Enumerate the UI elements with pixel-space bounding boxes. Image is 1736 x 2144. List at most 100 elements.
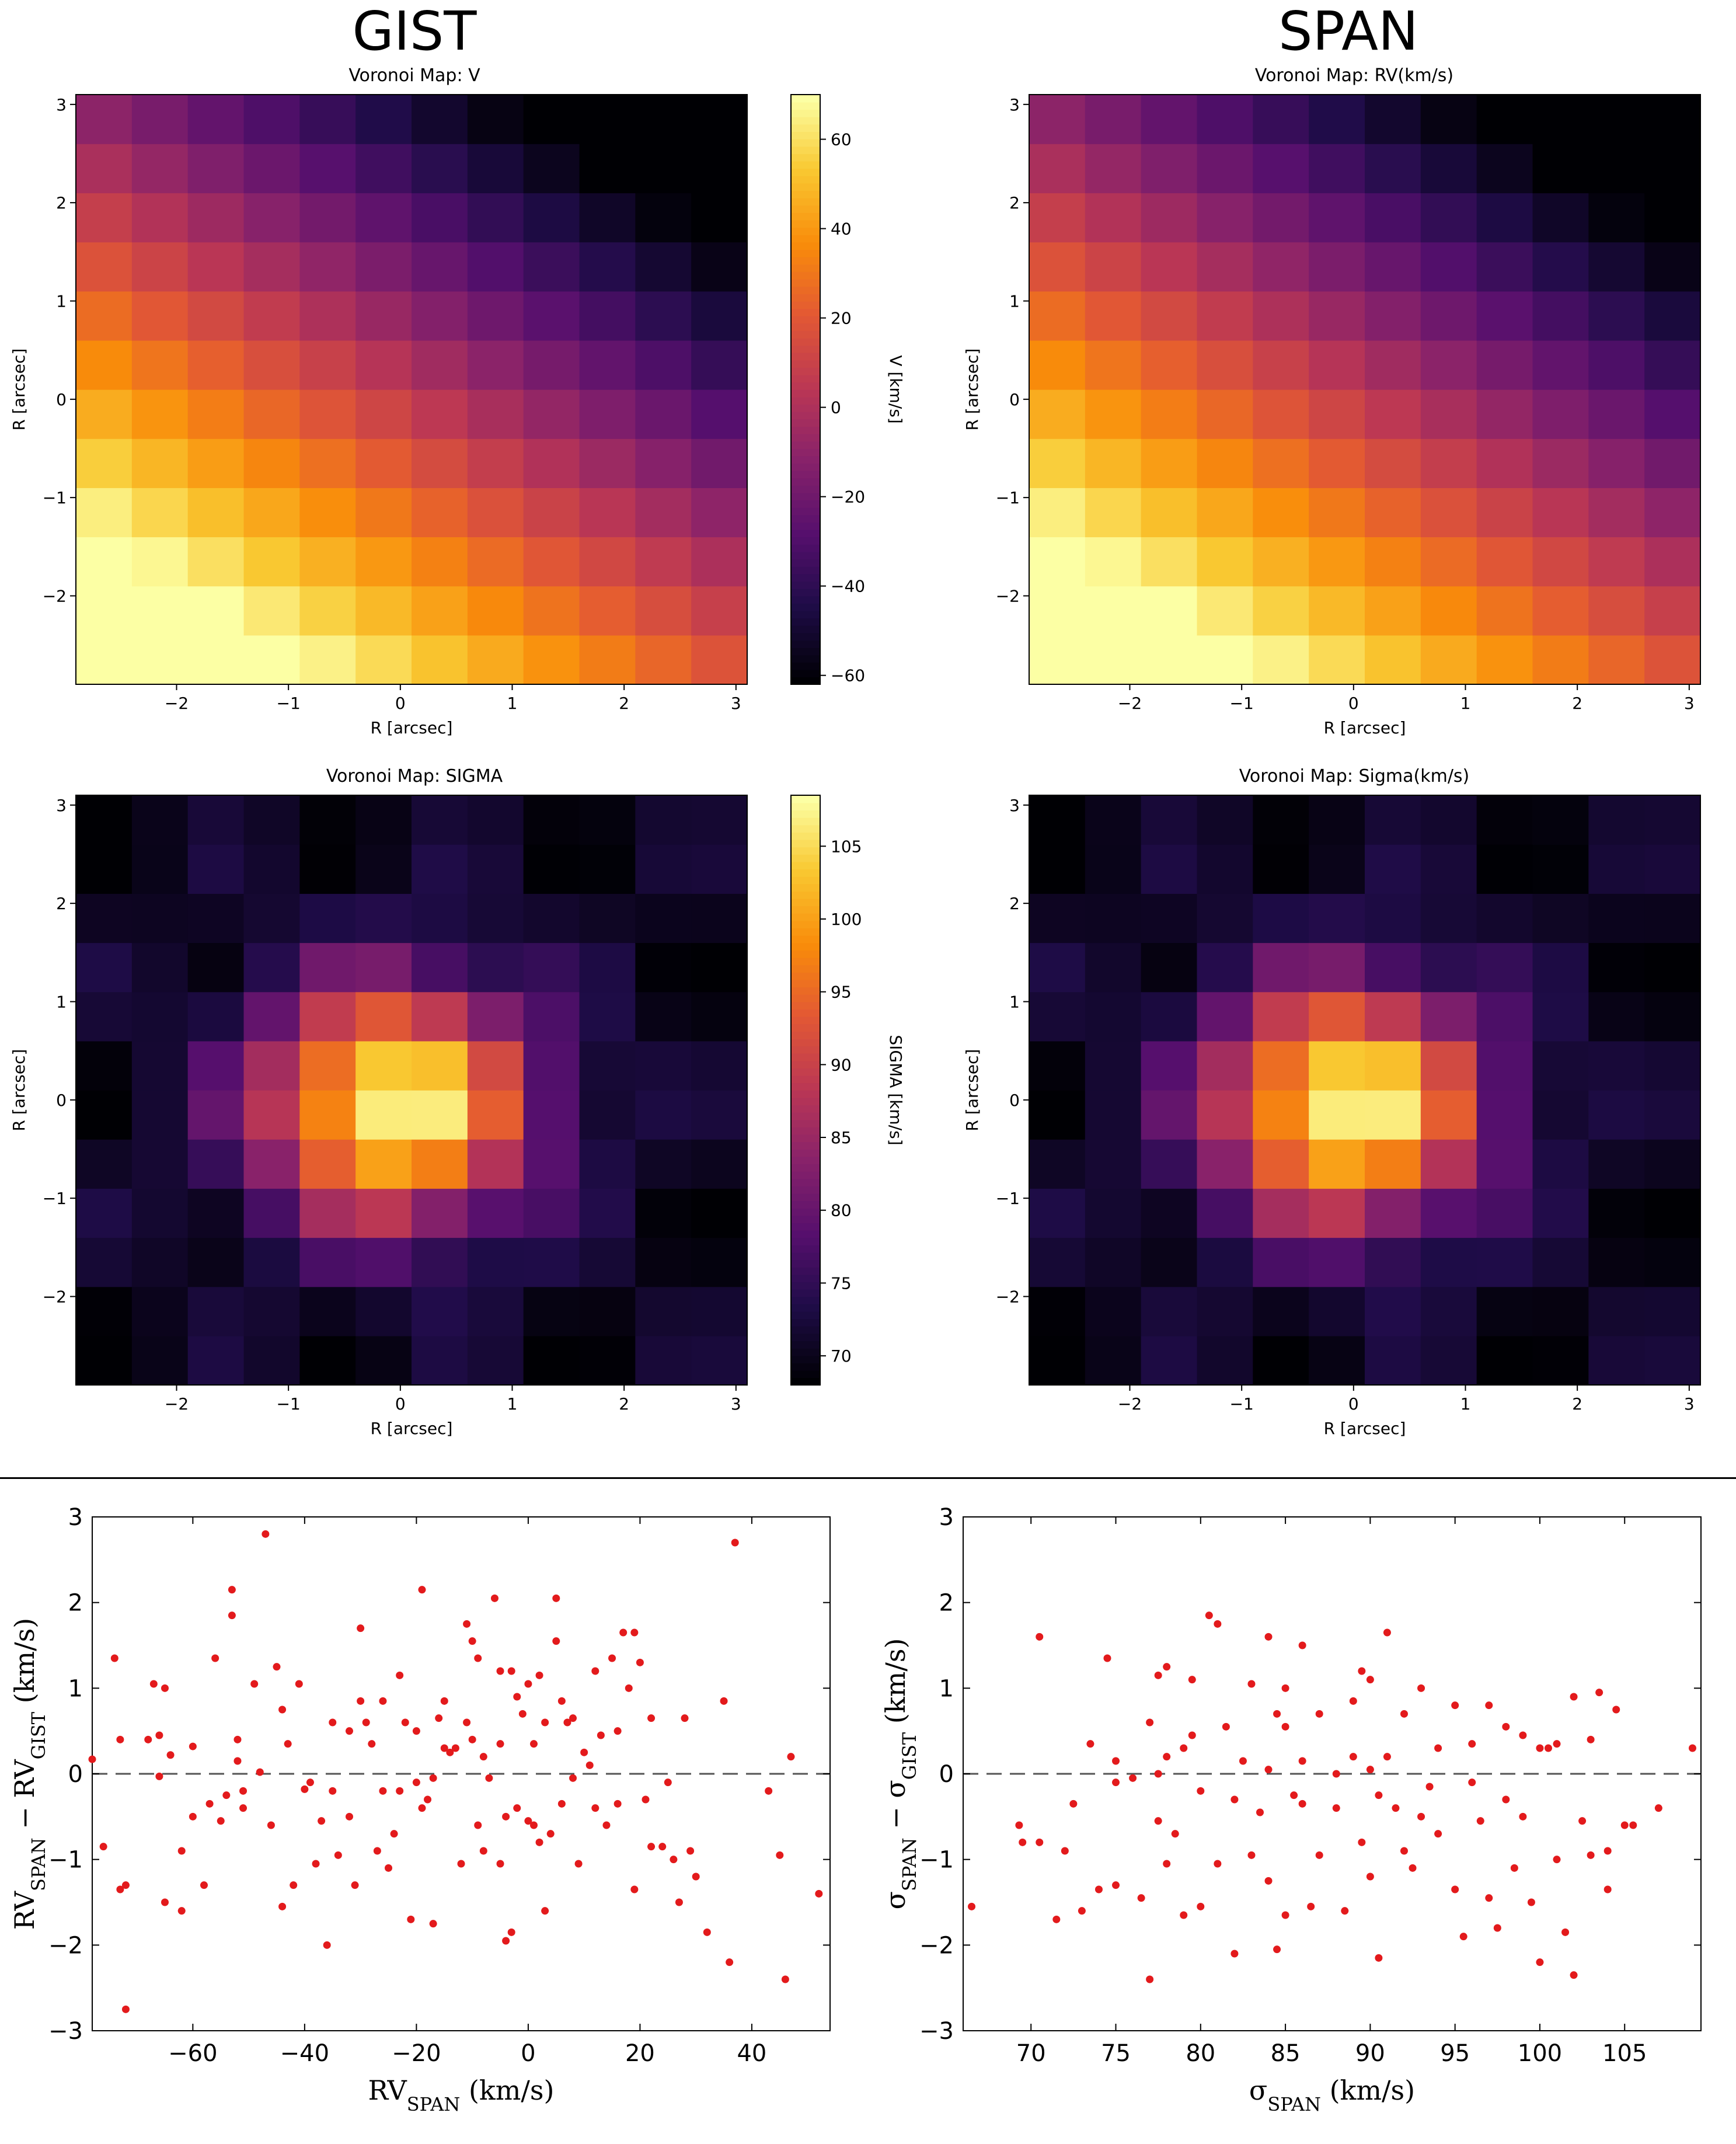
voronoi-bin <box>1588 844 1645 894</box>
voronoi-bin <box>1309 1139 1365 1189</box>
data-point <box>463 1620 471 1628</box>
voronoi-bin <box>412 340 468 390</box>
data-point <box>1188 1676 1196 1684</box>
colorbar-segment <box>791 293 820 302</box>
data-point <box>1281 1684 1289 1692</box>
voronoi-bin <box>1141 193 1198 243</box>
voronoi-bin <box>467 291 524 341</box>
voronoi-bin <box>355 1139 412 1189</box>
colorbar-segment <box>791 1230 820 1238</box>
colorbar-segment <box>791 987 820 995</box>
data-point <box>518 1710 527 1718</box>
voronoi-bin <box>355 537 412 587</box>
colorbar-segment <box>791 669 820 678</box>
voronoi-bin <box>1476 242 1533 292</box>
data-point <box>670 1856 678 1864</box>
voronoi-bin <box>523 340 580 390</box>
colorbar-segment <box>791 1252 820 1261</box>
voronoi-bin <box>1644 193 1701 243</box>
colorbar-segment <box>791 1341 820 1349</box>
voronoi-bin <box>1588 488 1645 538</box>
voronoi-bin <box>299 438 356 488</box>
voronoi-bin <box>579 586 636 636</box>
data-point <box>781 1975 789 1983</box>
colorbar-segment <box>791 286 820 294</box>
voronoi-bin <box>691 340 748 390</box>
voronoi-bin <box>1532 144 1589 193</box>
voronoi-bin <box>1644 1139 1701 1189</box>
voronoi-bin <box>1420 991 1477 1042</box>
colorbar-segment <box>791 603 820 611</box>
voronoi-bin <box>243 586 300 636</box>
voronoi-bin <box>1085 242 1142 292</box>
voronoi-bin <box>1365 242 1421 292</box>
voronoi-bin <box>1197 242 1253 292</box>
voronoi-bin <box>412 1237 468 1287</box>
data-point <box>429 1774 437 1782</box>
data-point <box>357 1697 365 1705</box>
data-point <box>468 1735 476 1743</box>
voronoi-bin <box>1532 991 1589 1042</box>
colorbar-segment <box>791 950 820 958</box>
colorbar-segment <box>791 898 820 907</box>
voronoi-bin <box>579 389 636 439</box>
voronoi-bin <box>1476 95 1533 144</box>
data-point <box>1510 1864 1518 1872</box>
voronoi-bin <box>1588 942 1645 993</box>
data-point <box>1264 1633 1273 1641</box>
x-tick-label: −40 <box>280 2040 329 2067</box>
voronoi-bin <box>131 795 189 845</box>
data-point <box>1578 1817 1587 1825</box>
voronoi-bin <box>1029 144 1086 193</box>
voronoi-bin <box>412 586 468 636</box>
voronoi-bin <box>1365 340 1421 390</box>
x-tick-label: 0 <box>1348 694 1359 713</box>
y-tick-label: −2 <box>48 1932 83 1959</box>
map-title-rv: Voronoi Map: RV(km/s) <box>1254 65 1454 86</box>
voronoi-bin <box>1644 586 1701 636</box>
voronoi-bin <box>1476 795 1533 845</box>
x-tick-label: −2 <box>1118 694 1142 713</box>
data-point <box>239 1787 247 1795</box>
colorbar-tick-label: 95 <box>831 983 852 1002</box>
colorbar-segment <box>791 433 820 442</box>
data-point <box>1570 1693 1578 1701</box>
voronoi-bin <box>1197 1090 1253 1140</box>
voronoi-bin <box>1253 95 1309 144</box>
colorbar-segment <box>791 272 820 280</box>
voronoi-bin <box>76 1286 133 1336</box>
voronoi-bin <box>1365 844 1421 894</box>
voronoi-bin <box>1532 1139 1589 1189</box>
colorbar-segment <box>791 1141 820 1150</box>
voronoi-bin <box>1365 291 1421 341</box>
voronoi-bin <box>1309 1286 1365 1336</box>
voronoi-bin <box>1197 844 1253 894</box>
voronoi-bin <box>1644 1335 1701 1386</box>
voronoi-bin <box>467 340 524 390</box>
y-tick-label: 1 <box>56 292 67 311</box>
voronoi-bin <box>1029 95 1086 144</box>
voronoi-bin <box>412 1040 468 1091</box>
data-point <box>407 1915 415 1923</box>
data-point <box>1417 1812 1425 1821</box>
voronoi-bin <box>243 1040 300 1091</box>
y-tick-label: 3 <box>56 796 67 815</box>
voronoi-bin <box>1532 1237 1589 1287</box>
data-point <box>630 1628 639 1637</box>
x-tick-label: 70 <box>1016 2040 1046 2067</box>
voronoi-bin <box>1029 438 1086 488</box>
y-tick-label: 0 <box>68 1761 83 1788</box>
voronoi-bin <box>1253 991 1309 1042</box>
voronoi-bin <box>1253 1188 1309 1238</box>
voronoi-bin <box>1029 844 1086 894</box>
colorbar-segment <box>791 330 820 339</box>
voronoi-bin <box>1420 1286 1477 1336</box>
voronoi-bin <box>187 291 245 341</box>
y-tick-label: −3 <box>48 2018 83 2045</box>
voronoi-bin <box>635 893 692 944</box>
voronoi-bin <box>523 144 580 193</box>
colorbar-segment <box>791 942 820 951</box>
voronoi-bin <box>1420 1090 1477 1140</box>
x-tick-label: 2 <box>1572 1394 1582 1414</box>
voronoi-bin <box>635 635 692 685</box>
